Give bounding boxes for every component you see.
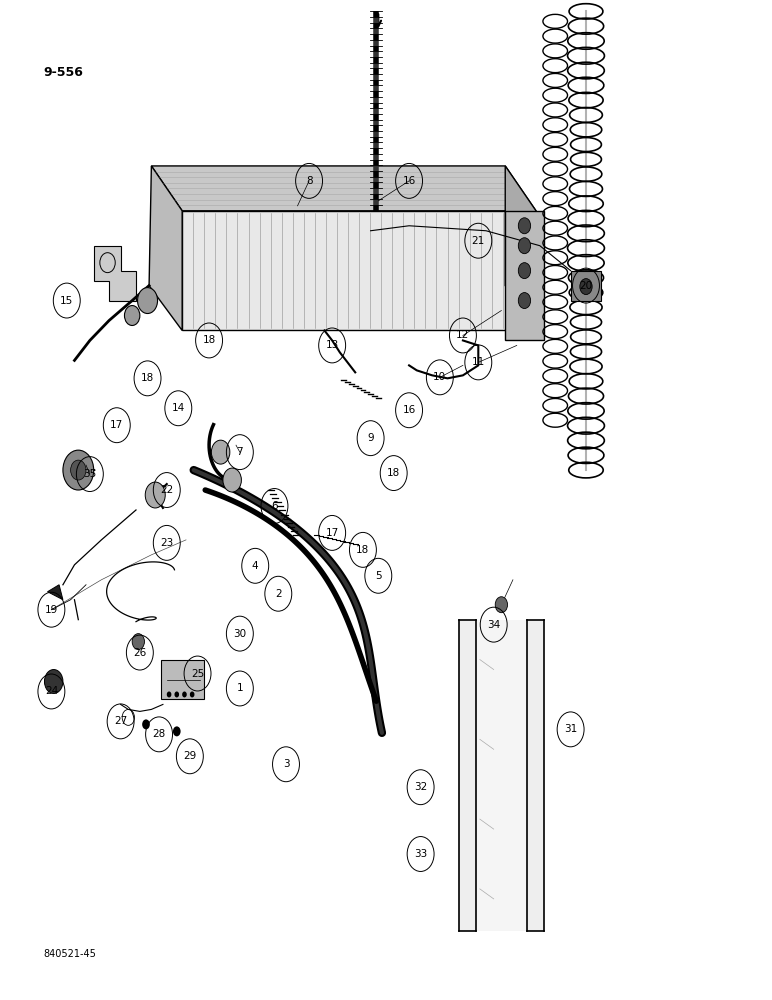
Text: 27: 27 [114,716,127,726]
Text: 28: 28 [152,729,166,739]
Text: 21: 21 [472,236,485,246]
Text: 2: 2 [275,589,282,599]
Text: 9-556: 9-556 [44,66,83,79]
Text: 30: 30 [233,629,246,639]
Circle shape [167,691,171,697]
Text: 10: 10 [433,372,446,382]
Text: 22: 22 [160,485,174,495]
Text: 4: 4 [252,561,259,571]
Text: 13: 13 [326,340,339,350]
Text: 29: 29 [183,751,196,761]
Text: 23: 23 [160,538,174,548]
Text: 1: 1 [236,683,243,693]
Text: 32: 32 [414,782,427,792]
Bar [505,211,543,340]
Circle shape [212,440,230,464]
Text: 33: 33 [414,849,427,859]
Bar [476,620,527,931]
Polygon shape [182,211,536,330]
Text: 14: 14 [171,403,185,413]
Text: 11: 11 [472,357,485,367]
Text: 18: 18 [141,373,154,383]
Text: 18: 18 [202,335,215,345]
Text: 8: 8 [306,176,313,186]
Text: 3: 3 [283,759,290,769]
Text: 17: 17 [326,528,339,538]
Text: 25: 25 [191,669,204,679]
Circle shape [124,306,140,325]
Polygon shape [149,166,182,330]
Circle shape [182,691,187,697]
Text: 20: 20 [580,281,593,291]
Circle shape [518,263,530,279]
Bar [571,271,601,301]
Text: 35: 35 [83,469,96,479]
Text: 12: 12 [456,330,469,340]
Polygon shape [151,166,536,211]
Text: 16: 16 [402,405,415,415]
Circle shape [495,597,507,613]
Text: 26: 26 [134,648,147,658]
Circle shape [45,670,63,693]
Text: 5: 5 [375,571,381,581]
Text: 9: 9 [367,433,374,443]
Text: 31: 31 [564,724,577,734]
Text: 7: 7 [236,447,243,457]
Circle shape [173,726,181,736]
Text: 18: 18 [357,545,370,555]
Circle shape [518,218,530,234]
Circle shape [518,293,530,309]
Polygon shape [93,246,136,301]
Text: 19: 19 [45,605,58,615]
Text: 34: 34 [487,620,500,630]
Circle shape [132,634,144,650]
Text: 16: 16 [402,176,415,186]
Polygon shape [505,166,536,330]
Circle shape [70,460,86,480]
Text: 17: 17 [110,420,124,430]
Circle shape [145,482,165,508]
Circle shape [223,468,242,492]
Circle shape [580,279,592,295]
Text: 6: 6 [271,501,278,511]
Circle shape [137,288,157,314]
Circle shape [518,238,530,254]
Bar [459,620,476,931]
Circle shape [174,691,179,697]
Circle shape [190,691,195,697]
Bar [527,620,543,931]
Polygon shape [48,585,63,600]
Circle shape [142,719,150,729]
Text: 18: 18 [387,468,401,478]
Text: 840521-45: 840521-45 [44,949,96,959]
Text: 24: 24 [45,686,58,696]
Text: 15: 15 [60,296,73,306]
Circle shape [63,450,93,490]
Bar [161,660,204,699]
